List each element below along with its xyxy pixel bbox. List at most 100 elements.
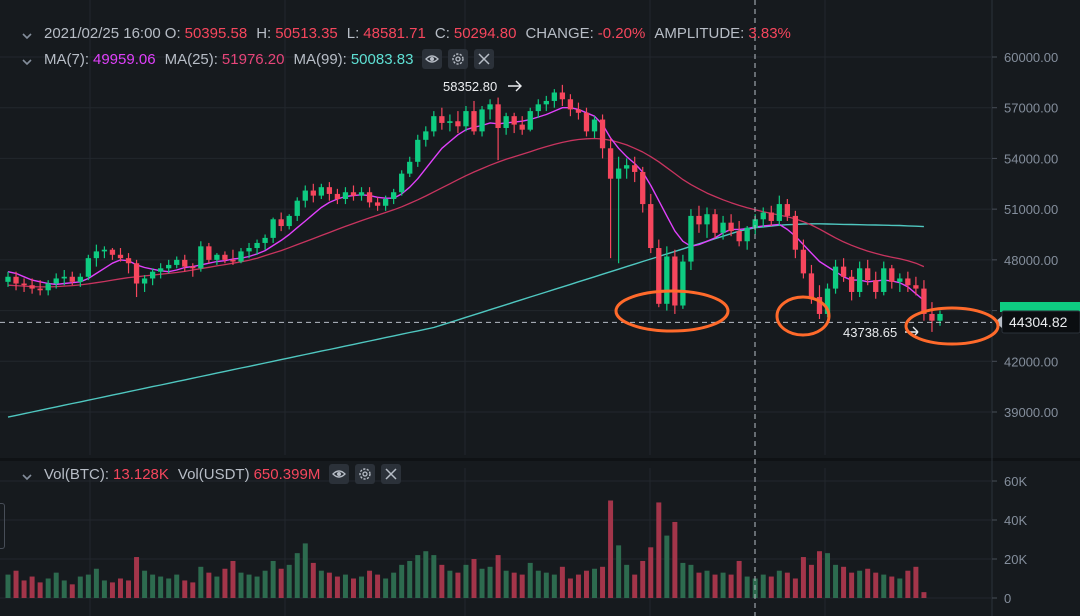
volume-bar <box>45 578 51 598</box>
candle-body <box>551 92 557 101</box>
volume-bar <box>182 580 188 598</box>
candle-body <box>149 271 156 279</box>
volume-bar <box>600 566 606 598</box>
candle-body <box>133 263 140 284</box>
volume-bar <box>841 566 847 598</box>
volume-bar <box>142 570 148 598</box>
highlight-circle-2 <box>775 295 831 337</box>
candle-body <box>190 266 196 269</box>
candle-body <box>487 104 493 110</box>
volume-bar <box>61 580 67 598</box>
volume-bar <box>246 574 252 598</box>
eye-icon[interactable] <box>422 49 443 69</box>
volume-tick-label: 40K <box>1004 513 1027 528</box>
volume-bar <box>310 562 316 598</box>
volume-bar <box>527 562 533 598</box>
candle-body <box>439 116 445 123</box>
volume-bar <box>262 570 268 598</box>
candle-body <box>455 121 461 127</box>
candle-body <box>141 278 148 284</box>
candle-body <box>543 100 549 105</box>
candle-body <box>865 268 871 281</box>
volume-bar <box>407 560 413 598</box>
candle-body <box>624 165 630 169</box>
volume-bar <box>624 564 630 598</box>
volume-bar <box>640 560 646 598</box>
volume-bar <box>680 562 686 598</box>
candle-body <box>278 219 284 227</box>
candle-body <box>302 190 308 201</box>
high-annotation-label: 58352.80 <box>443 79 497 94</box>
candle-body <box>399 173 405 193</box>
volume-bar <box>471 559 477 598</box>
volume-bar <box>222 568 228 598</box>
volume-bar <box>463 564 469 598</box>
candle-body <box>672 256 678 306</box>
chevron-down-icon[interactable] <box>22 469 32 481</box>
volume-bar <box>921 592 927 598</box>
volume-bar <box>616 545 622 598</box>
candle-body <box>744 227 750 242</box>
volume-bar <box>592 568 598 598</box>
candle-body <box>109 249 116 255</box>
volume-bar <box>632 574 638 598</box>
candle-body <box>174 259 180 265</box>
volume-tick-label: 0 <box>1004 591 1011 606</box>
volume-bar <box>849 572 855 598</box>
candle-body <box>808 273 815 298</box>
gear-icon[interactable] <box>448 49 469 69</box>
price-tick-label: 57000.00 <box>1004 101 1058 116</box>
vol-btc-value: 13.128K <box>113 465 169 483</box>
volume-bar <box>744 576 750 598</box>
candle-body <box>246 248 252 252</box>
candle-body <box>921 288 927 314</box>
volume-bar <box>543 572 549 598</box>
chevron-down-icon[interactable] <box>22 28 32 40</box>
candle-body <box>294 200 300 216</box>
candle-body <box>688 215 694 262</box>
candle-body <box>214 254 220 260</box>
volume-bar <box>559 566 565 598</box>
candle-body <box>527 111 533 130</box>
volume-bar <box>487 566 493 598</box>
close-icon[interactable] <box>474 49 495 69</box>
candle-body <box>656 248 662 304</box>
volume-bar <box>109 582 115 598</box>
chevron-down-icon[interactable] <box>22 54 32 66</box>
volume-bar <box>439 564 445 598</box>
volume-bar <box>833 564 839 598</box>
highlight-circle-1 <box>614 289 730 333</box>
candle-body <box>407 161 413 174</box>
ma7-label: MA(7): <box>44 50 89 68</box>
volume-bar <box>656 502 662 598</box>
ma99-line <box>7 223 924 418</box>
candle-body <box>583 112 590 132</box>
candle-body <box>792 215 799 250</box>
arrow-right-icon <box>508 80 522 92</box>
ohlc-legend: 2021/02/25 16:00 O: 50395.58 H: 50513.35… <box>22 22 800 44</box>
candle-body <box>342 192 349 199</box>
pane-separator <box>0 458 1080 461</box>
volume-bar <box>776 570 782 598</box>
volume-bar <box>359 576 365 598</box>
gear-icon[interactable] <box>355 464 376 484</box>
candle-body <box>262 237 268 243</box>
pane-resize-handle[interactable] <box>0 503 5 549</box>
candle-body <box>776 204 782 221</box>
candle-body <box>198 246 204 269</box>
volume-bar <box>93 568 99 598</box>
volume-bar <box>720 572 726 598</box>
volume-bar <box>688 564 694 598</box>
volume-bar <box>415 555 421 598</box>
candle-body <box>632 165 638 172</box>
volume-bar <box>286 564 292 598</box>
eye-icon[interactable] <box>329 464 350 484</box>
candle-body <box>423 131 429 140</box>
close-icon[interactable] <box>381 464 402 484</box>
volume-bar <box>897 578 903 598</box>
volume-bar <box>728 574 734 598</box>
candle-body <box>37 288 43 291</box>
candle-body <box>736 231 742 242</box>
candle-body <box>447 121 453 123</box>
